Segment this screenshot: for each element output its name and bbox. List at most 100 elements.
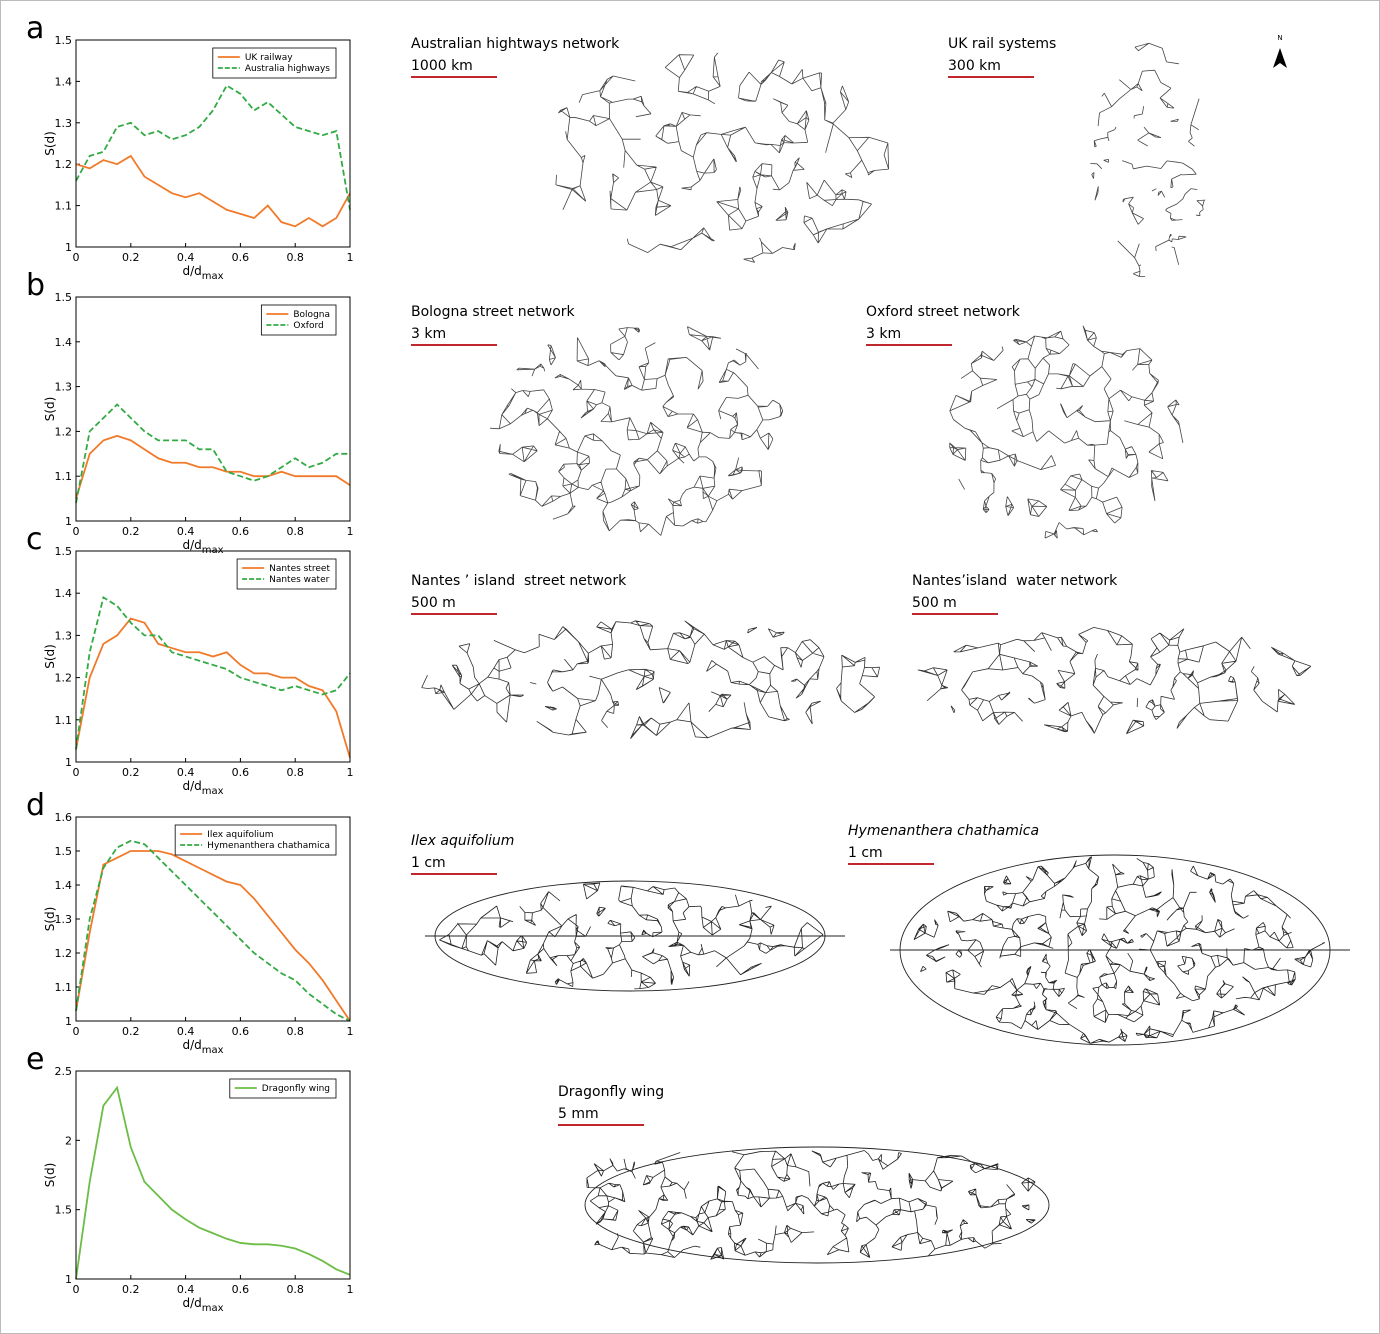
y-axis-label: S(d) [43,644,57,669]
north-label: N [1277,34,1282,42]
x-tick-label: 1 [347,766,354,779]
x-tick-label: 0.2 [122,1283,140,1296]
x-axis-label: d/dmax [182,1296,223,1314]
y-tick-label: 1.1 [55,200,73,213]
x-tick-label: 0.8 [286,766,304,779]
x-tick-label: 0.6 [232,525,250,538]
y-tick-label: 1.2 [55,672,73,685]
x-tick-label: 0 [73,1283,80,1296]
y-tick-label: 1.4 [55,879,73,892]
x-tick-label: 1 [347,251,354,264]
image-title: Nantes’island water network [912,573,1118,589]
scale-label: 1 cm [411,855,446,871]
series-line [75,850,351,1022]
network-drawing [555,52,889,263]
x-tick-label: 0.6 [232,251,250,264]
series-line [75,617,351,759]
y-tick-label: 1.1 [55,470,73,483]
x-axis-label-base: d/d [182,1296,201,1310]
image-title: Hymenanthera chathamica [848,823,1039,839]
series-line [75,84,351,210]
image-title: Bologna street network [411,304,576,320]
y-tick-label: 1 [65,241,72,254]
panel-letter: e [26,1042,44,1077]
x-tick-label: 0.4 [177,766,195,779]
x-tick-label: 1 [347,1283,354,1296]
x-axis-label-sub: max [202,786,224,797]
x-axis-label-base: d/d [182,538,201,552]
legend-label: Australia highways [245,64,330,74]
y-tick-label: 1.6 [55,811,73,824]
scale-label: 1000 km [411,58,473,74]
y-tick-label: 1.3 [55,117,73,130]
network-drawing [917,627,1312,735]
image-title: Nantes ’ island street network [411,573,627,589]
network-outline [434,880,826,992]
x-tick-label: 0.4 [177,525,195,538]
north-arrow [1273,48,1287,68]
legend-box [212,47,337,79]
x-tick-label: 0.4 [177,1283,195,1296]
panel-letter: b [26,268,45,303]
legend-box [236,558,337,590]
image-title: Oxford street network [866,304,1021,320]
x-tick-label: 0 [73,525,80,538]
network-drawing [1090,42,1206,277]
x-axis-label-sub: max [202,1045,224,1056]
legend-label: UK railway [245,53,293,63]
y-tick-label: 1.4 [55,336,73,349]
scale-label: 1 cm [848,845,883,861]
scale-label: 300 km [948,58,1001,74]
y-tick-label: 1.1 [55,714,73,727]
scale-label: 3 km [866,326,901,342]
panel-letter: c [26,522,43,557]
network-drawing [913,856,1326,1044]
series-line [75,1085,351,1280]
plot-frame [75,39,351,248]
x-tick-label: 0.2 [122,1025,140,1038]
x-tick-label: 0 [73,766,80,779]
network-drawing [421,620,880,739]
y-tick-label: 1.5 [55,34,73,47]
y-tick-label: 2 [65,1134,72,1147]
x-tick-label: 0.4 [177,1025,195,1038]
network-drawing [586,1150,1036,1260]
x-tick-label: 1 [347,1025,354,1038]
series-line [75,403,350,504]
x-axis-label-sub: max [202,1303,224,1314]
y-tick-label: 1 [65,515,72,528]
x-tick-label: 0.6 [232,766,250,779]
y-tick-label: 1 [65,1273,72,1286]
y-tick-label: 1.2 [55,158,73,171]
legend-box [174,824,337,856]
x-tick-label: 0.8 [286,1025,304,1038]
scale-label: 5 mm [558,1106,599,1122]
legend-box [260,304,337,336]
network-drawing [949,325,1184,539]
x-tick-label: 0.4 [177,251,195,264]
x-tick-label: 0.6 [232,1025,250,1038]
x-tick-label: 0.2 [122,251,140,264]
y-axis-label: S(d) [43,907,57,932]
x-axis-label-base: d/d [182,1038,201,1052]
y-tick-label: 1.3 [55,381,73,394]
x-tick-label: 0 [73,1025,80,1038]
legend-label: Dragonfly wing [262,1084,330,1094]
network-outline [899,854,1331,1046]
series-line [75,434,351,499]
x-tick-label: 0.2 [122,525,140,538]
y-tick-label: 1.3 [55,913,73,926]
network-outline [584,1146,1050,1264]
x-axis-label: d/dmax [182,264,223,282]
plot-frame [75,1070,351,1280]
x-tick-label: 1 [347,525,354,538]
x-tick-label: 0.8 [286,525,304,538]
legend-label: Nantes street [269,564,330,574]
y-tick-label: 1.2 [55,425,73,438]
y-tick-label: 1.5 [55,291,73,304]
x-tick-label: 0 [73,251,80,264]
